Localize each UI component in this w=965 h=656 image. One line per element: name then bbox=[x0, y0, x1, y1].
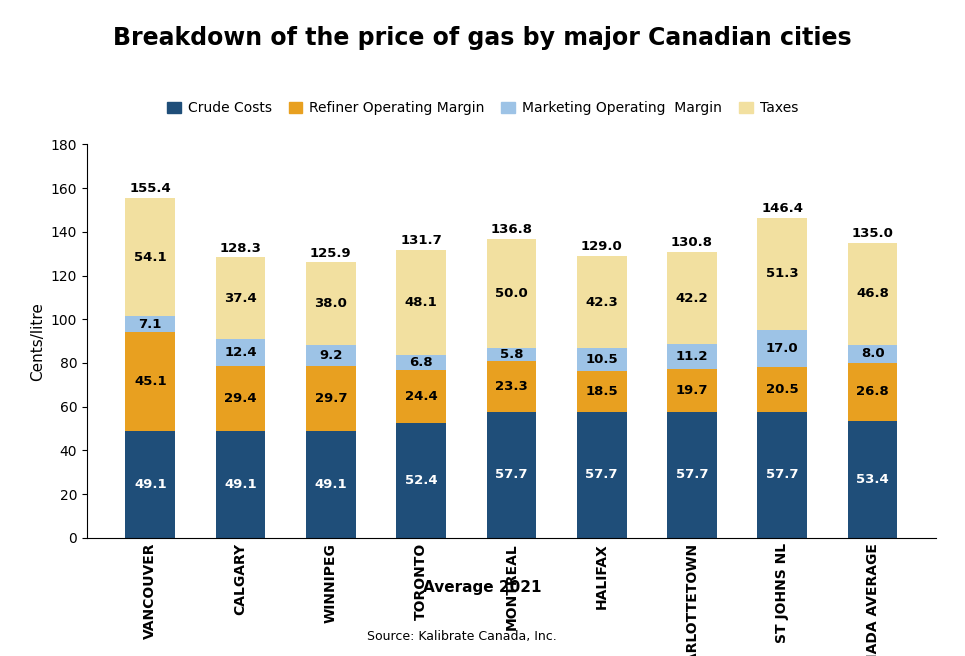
Bar bbox=[758, 218, 807, 330]
Bar bbox=[848, 363, 897, 421]
Text: 26.8: 26.8 bbox=[856, 385, 889, 398]
Bar bbox=[577, 371, 626, 412]
Y-axis label: Cents/litre: Cents/litre bbox=[30, 302, 45, 380]
Bar bbox=[306, 365, 356, 430]
Bar bbox=[848, 345, 897, 363]
Text: 57.7: 57.7 bbox=[586, 468, 618, 482]
Text: 129.0: 129.0 bbox=[581, 240, 622, 253]
Text: 19.7: 19.7 bbox=[676, 384, 708, 397]
Text: 42.3: 42.3 bbox=[586, 296, 619, 308]
Text: 45.1: 45.1 bbox=[134, 375, 167, 388]
Text: 29.7: 29.7 bbox=[315, 392, 347, 405]
Bar bbox=[125, 332, 175, 430]
Text: 131.7: 131.7 bbox=[400, 234, 442, 247]
Text: 54.1: 54.1 bbox=[134, 251, 167, 264]
Bar bbox=[486, 348, 537, 361]
Text: Breakdown of the price of gas by major Canadian cities: Breakdown of the price of gas by major C… bbox=[113, 26, 852, 51]
Text: 53.4: 53.4 bbox=[856, 473, 889, 486]
Bar bbox=[216, 339, 265, 366]
Bar bbox=[577, 412, 626, 538]
Text: 49.1: 49.1 bbox=[134, 478, 167, 491]
Bar bbox=[216, 257, 265, 339]
Text: 7.1: 7.1 bbox=[139, 318, 162, 331]
Bar bbox=[758, 412, 807, 538]
Text: 130.8: 130.8 bbox=[671, 236, 713, 249]
Bar bbox=[125, 198, 175, 316]
Bar bbox=[667, 252, 717, 344]
Bar bbox=[848, 421, 897, 538]
Bar bbox=[848, 243, 897, 345]
Text: 57.7: 57.7 bbox=[676, 468, 708, 482]
Text: 50.0: 50.0 bbox=[495, 287, 528, 300]
Bar bbox=[125, 316, 175, 332]
Bar bbox=[667, 369, 717, 412]
Bar bbox=[397, 423, 446, 538]
Bar bbox=[758, 367, 807, 412]
Bar bbox=[486, 361, 537, 412]
Text: 42.2: 42.2 bbox=[676, 291, 708, 304]
Text: 29.4: 29.4 bbox=[224, 392, 257, 405]
Text: 5.8: 5.8 bbox=[500, 348, 523, 361]
Bar bbox=[397, 250, 446, 355]
Bar bbox=[667, 412, 717, 538]
Text: Average 2021: Average 2021 bbox=[424, 580, 541, 594]
Bar bbox=[306, 346, 356, 365]
Text: 20.5: 20.5 bbox=[766, 383, 799, 396]
Bar bbox=[667, 344, 717, 369]
Bar bbox=[397, 355, 446, 370]
Bar bbox=[125, 430, 175, 538]
Text: 57.7: 57.7 bbox=[766, 468, 799, 482]
Text: 37.4: 37.4 bbox=[224, 292, 257, 305]
Bar bbox=[306, 430, 356, 538]
Text: 23.3: 23.3 bbox=[495, 380, 528, 393]
Legend: Crude Costs, Refiner Operating Margin, Marketing Operating  Margin, Taxes: Crude Costs, Refiner Operating Margin, M… bbox=[161, 96, 804, 121]
Text: Source: Kalibrate Canada, Inc.: Source: Kalibrate Canada, Inc. bbox=[367, 630, 557, 643]
Bar bbox=[577, 256, 626, 348]
Text: 17.0: 17.0 bbox=[766, 342, 799, 355]
Text: 49.1: 49.1 bbox=[315, 478, 347, 491]
Text: 155.4: 155.4 bbox=[129, 182, 171, 195]
Bar bbox=[486, 412, 537, 538]
Text: 18.5: 18.5 bbox=[586, 385, 618, 398]
Text: 9.2: 9.2 bbox=[319, 349, 343, 362]
Text: 48.1: 48.1 bbox=[404, 296, 437, 309]
Text: 12.4: 12.4 bbox=[224, 346, 257, 359]
Bar bbox=[397, 370, 446, 423]
Text: 46.8: 46.8 bbox=[856, 287, 889, 300]
Text: 57.7: 57.7 bbox=[495, 468, 528, 482]
Text: 125.9: 125.9 bbox=[310, 247, 351, 260]
Bar bbox=[758, 330, 807, 367]
Text: 52.4: 52.4 bbox=[405, 474, 437, 487]
Text: 38.0: 38.0 bbox=[315, 297, 347, 310]
Text: 10.5: 10.5 bbox=[586, 354, 618, 366]
Text: 24.4: 24.4 bbox=[404, 390, 437, 403]
Text: 136.8: 136.8 bbox=[490, 223, 533, 236]
Bar bbox=[577, 348, 626, 371]
Text: 11.2: 11.2 bbox=[676, 350, 708, 363]
Text: 49.1: 49.1 bbox=[224, 478, 257, 491]
Text: 146.4: 146.4 bbox=[761, 202, 803, 215]
Bar bbox=[306, 262, 356, 346]
Bar bbox=[216, 366, 265, 430]
Text: 51.3: 51.3 bbox=[766, 267, 799, 280]
Bar bbox=[216, 430, 265, 538]
Text: 135.0: 135.0 bbox=[852, 227, 894, 240]
Text: 6.8: 6.8 bbox=[409, 356, 433, 369]
Bar bbox=[486, 239, 537, 348]
Text: 128.3: 128.3 bbox=[220, 242, 262, 255]
Text: 8.0: 8.0 bbox=[861, 347, 885, 360]
